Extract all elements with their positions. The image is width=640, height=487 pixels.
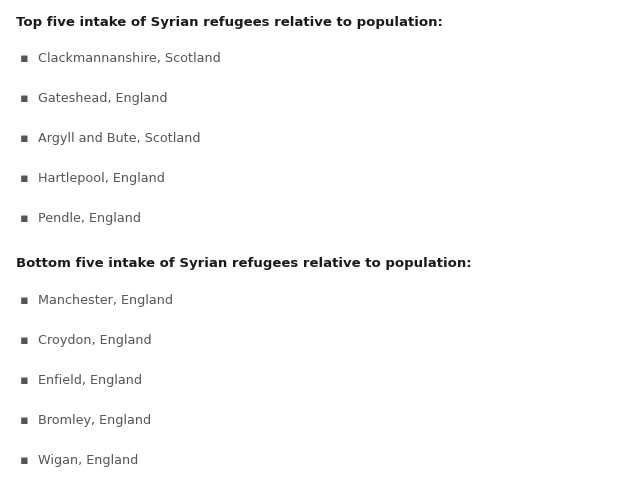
- Text: Bottom five intake of Syrian refugees relative to population:: Bottom five intake of Syrian refugees re…: [16, 257, 472, 270]
- Text: ▪: ▪: [20, 454, 29, 467]
- Text: Argyll and Bute, Scotland: Argyll and Bute, Scotland: [38, 132, 200, 145]
- Text: ▪: ▪: [20, 172, 29, 185]
- Text: Enfield, England: Enfield, England: [38, 374, 142, 387]
- Text: ▪: ▪: [20, 294, 29, 307]
- Text: Croydon, England: Croydon, England: [38, 334, 152, 347]
- Text: Manchester, England: Manchester, England: [38, 294, 173, 307]
- Text: Hartlepool, England: Hartlepool, England: [38, 172, 165, 185]
- Text: ▪: ▪: [20, 212, 29, 225]
- Text: ▪: ▪: [20, 374, 29, 387]
- Text: Top five intake of Syrian refugees relative to population:: Top five intake of Syrian refugees relat…: [16, 16, 443, 29]
- Text: ▪: ▪: [20, 414, 29, 427]
- Text: ▪: ▪: [20, 334, 29, 347]
- Text: Wigan, England: Wigan, England: [38, 454, 138, 467]
- Text: ▪: ▪: [20, 92, 29, 105]
- Text: Pendle, England: Pendle, England: [38, 212, 141, 225]
- Text: Bromley, England: Bromley, England: [38, 414, 151, 427]
- Text: ▪: ▪: [20, 132, 29, 145]
- Text: Clackmannanshire, Scotland: Clackmannanshire, Scotland: [38, 52, 221, 65]
- Text: ▪: ▪: [20, 52, 29, 65]
- Text: Gateshead, England: Gateshead, England: [38, 92, 168, 105]
